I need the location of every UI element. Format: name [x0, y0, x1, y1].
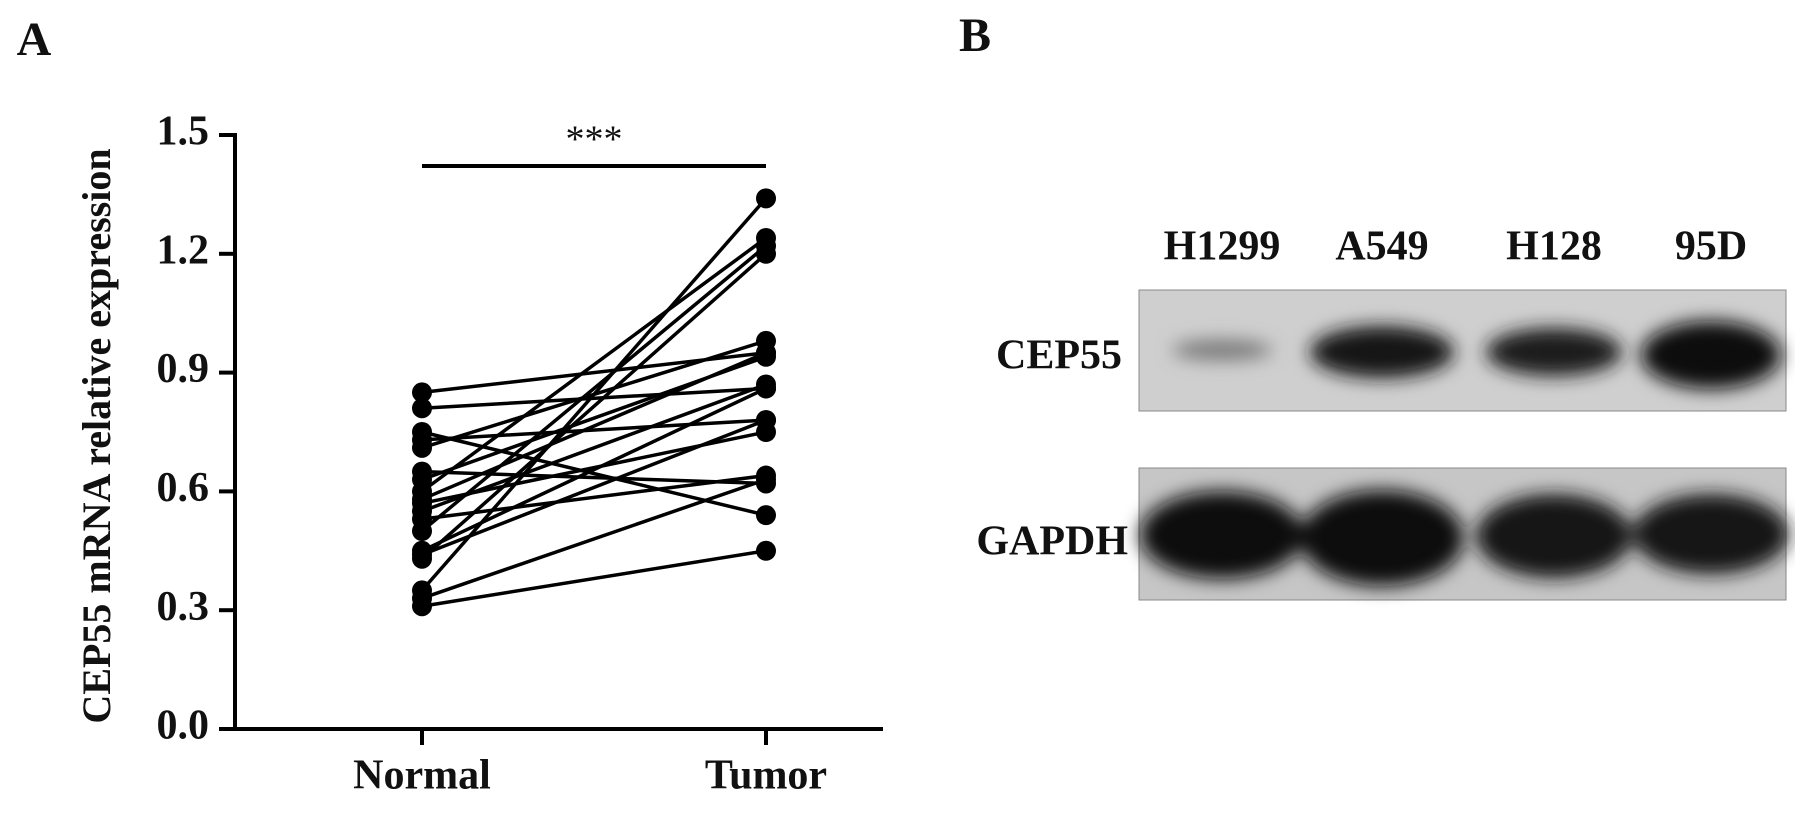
point [412, 489, 432, 510]
band [1486, 328, 1622, 376]
x-tick-label: Normal [353, 753, 491, 799]
significance: *** [566, 119, 623, 161]
point [756, 378, 776, 399]
pair-line [421, 386, 767, 410]
panel-label: B [959, 9, 991, 62]
bands [1140, 321, 1789, 586]
point [756, 505, 776, 526]
point [756, 469, 776, 490]
point [412, 382, 432, 403]
band [1633, 494, 1789, 574]
point [756, 188, 776, 209]
pair-line [421, 549, 767, 608]
lane-label: H128 [1506, 224, 1602, 270]
point [412, 437, 432, 458]
point [756, 540, 776, 561]
pair-line [421, 382, 767, 513]
pair-line [420, 252, 768, 561]
point [412, 596, 432, 617]
lane-label: A549 [1335, 224, 1428, 270]
y-tick-label: 0.6 [157, 465, 210, 511]
band [1300, 490, 1464, 586]
point [756, 243, 776, 264]
point [412, 398, 432, 419]
blot: H1299 A549 H128 95D CEP55 GAPDH [976, 224, 1789, 601]
panel-label: A [17, 13, 52, 66]
point [412, 521, 432, 541]
pair-line [420, 197, 768, 592]
y-tick-label: 1.5 [157, 109, 210, 155]
band [1641, 321, 1781, 389]
pair-line [421, 430, 767, 517]
point [756, 342, 776, 363]
y-axis-label: CEP55 mRNA relative expression [74, 148, 119, 723]
band [1140, 491, 1304, 579]
pair-line [421, 418, 767, 557]
y-tick-label: 0.0 [157, 703, 210, 749]
lane-label: 95D [1675, 224, 1747, 270]
point [756, 410, 776, 431]
y-tick-label: 0.3 [157, 584, 210, 630]
y-tick-label: 0.9 [157, 346, 210, 392]
pair-line [421, 473, 767, 521]
x-tick-label: Tumor [705, 753, 827, 799]
row-label: CEP55 [996, 333, 1122, 379]
pair-line [421, 418, 767, 442]
band [1476, 494, 1632, 578]
pair-line [420, 236, 768, 493]
pair-line [420, 244, 768, 533]
row-label: GAPDH [976, 519, 1128, 565]
pair-line [421, 386, 767, 553]
band [1172, 340, 1272, 360]
y-tick-label: 1.2 [157, 227, 210, 273]
pair-line [421, 351, 767, 501]
point [412, 544, 432, 565]
lane-label: H1299 [1164, 224, 1281, 270]
band [1310, 326, 1454, 378]
pair-line [421, 477, 767, 600]
